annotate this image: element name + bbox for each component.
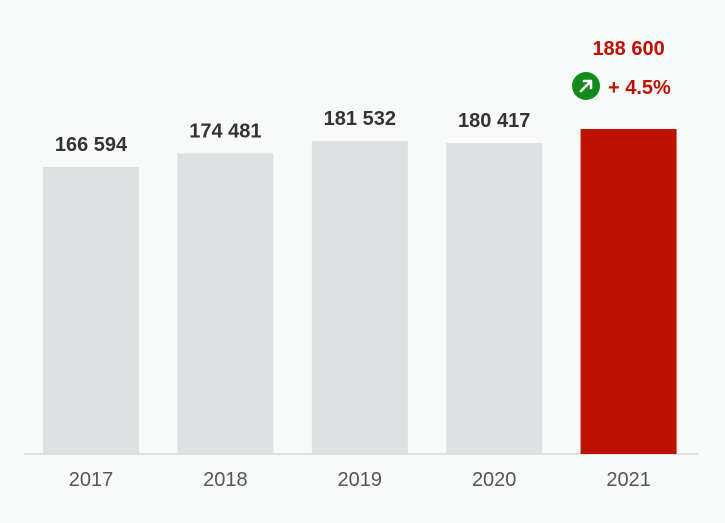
value-label-2018: 174 481 bbox=[189, 120, 261, 142]
bar-2020 bbox=[446, 143, 543, 454]
bar-2021 bbox=[580, 129, 677, 454]
change-indicator: + 4.5% bbox=[572, 72, 671, 100]
x-tick-labels-group: 2017 2018 2019 2020 2021 bbox=[69, 469, 651, 491]
value-label-2017: 166 594 bbox=[55, 134, 128, 156]
bar-2019 bbox=[311, 141, 408, 454]
x-tick-label-2017: 2017 bbox=[69, 469, 114, 491]
value-labels-group: 166 594 174 481 181 532 180 417 188 600 bbox=[55, 38, 665, 156]
x-tick-label-2021: 2021 bbox=[606, 469, 651, 491]
change-percent-label: + 4.5% bbox=[608, 77, 671, 99]
value-label-2021: 188 600 bbox=[592, 38, 664, 60]
trend-up-arrow-icon bbox=[579, 79, 593, 93]
bar-2018 bbox=[177, 153, 274, 454]
x-tick-label-2018: 2018 bbox=[203, 469, 248, 491]
x-tick-label-2019: 2019 bbox=[338, 469, 383, 491]
bar-2017 bbox=[43, 166, 139, 454]
bars-group bbox=[43, 129, 677, 454]
x-tick-label-2020: 2020 bbox=[472, 469, 517, 491]
value-label-2020: 180 417 bbox=[458, 110, 530, 132]
value-label-2019: 181 532 bbox=[324, 108, 396, 130]
